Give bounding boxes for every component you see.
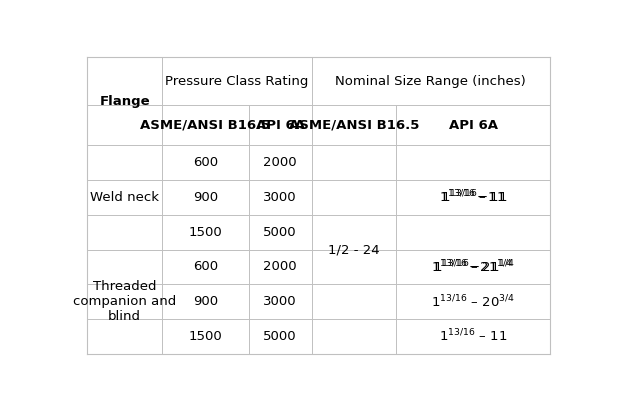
Text: Threaded
companion and
blind: Threaded companion and blind [73,280,177,323]
Text: ASME/ANSI B16.5: ASME/ANSI B16.5 [141,119,271,132]
Text: 600: 600 [193,156,218,169]
Text: Weld neck: Weld neck [90,191,159,204]
Text: $\mathregular{1}^{\mathregular{13/16}}\mathregular{ - 21^{1/4}}$: $\mathregular{1}^{\mathregular{13/16}}\m… [433,259,513,275]
Text: 900: 900 [193,295,218,308]
Text: $1^{13/16}$ – $20^{3/4}$: $1^{13/16}$ – $20^{3/4}$ [431,294,515,310]
Text: $1^{13/16}$ – $21^{1/4}$: $1^{13/16}$ – $21^{1/4}$ [431,259,515,275]
Text: Nominal Size Range (inches): Nominal Size Range (inches) [335,75,526,88]
Text: 2000: 2000 [263,156,297,169]
Text: API 6A: API 6A [448,119,498,132]
Text: $1^{13/16}$ – 11: $1^{13/16}$ – 11 [439,189,507,206]
Text: 1500: 1500 [188,330,223,343]
Text: 5000: 5000 [263,330,297,343]
Text: 900: 900 [193,191,218,204]
Text: 2000: 2000 [263,261,297,273]
Text: 5000: 5000 [263,226,297,239]
Text: $1^{13/16}$ – 11: $1^{13/16}$ – 11 [439,328,507,345]
Text: 1/2 - 24: 1/2 - 24 [328,243,379,256]
Text: Flange: Flange [100,95,150,108]
Text: $\mathregular{1}^{\mathregular{13/16}}\mathregular{ - 11}$: $\mathregular{1}^{\mathregular{13/16}}\m… [441,189,505,206]
Text: 3000: 3000 [263,295,297,308]
Text: 1500: 1500 [188,226,223,239]
Text: API 6A: API 6A [256,119,305,132]
Text: 3000: 3000 [263,191,297,204]
Text: ASME/ANSI B16.5: ASME/ANSI B16.5 [289,119,419,132]
Text: 600: 600 [193,261,218,273]
Text: Pressure Class Rating: Pressure Class Rating [165,75,309,88]
